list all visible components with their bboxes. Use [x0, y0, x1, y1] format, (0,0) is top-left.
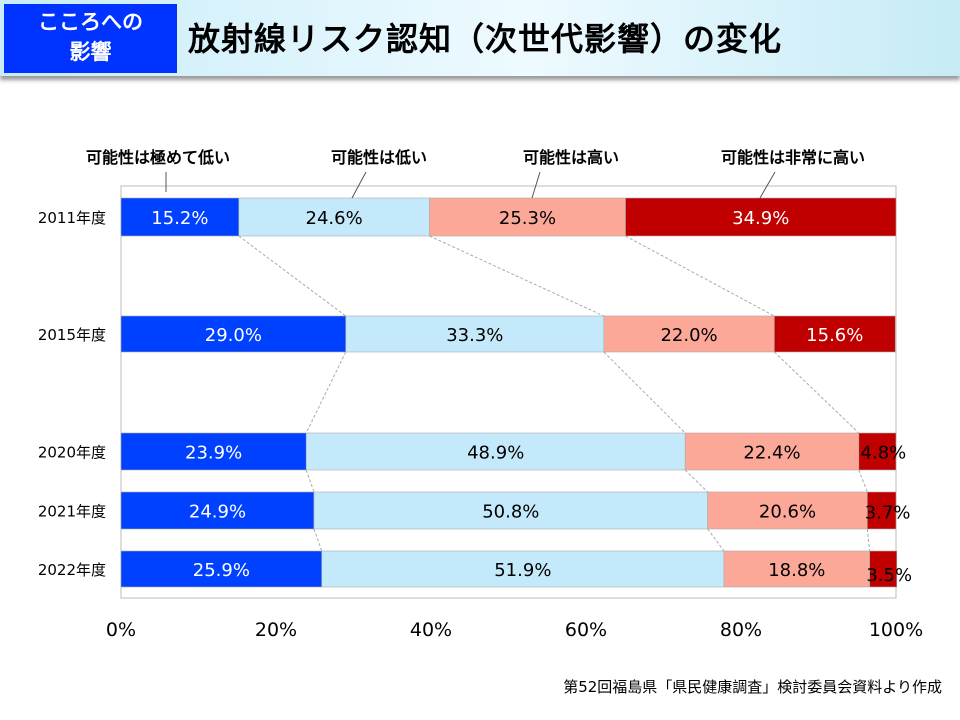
- series-connector: [625, 235, 775, 317]
- category-label: 2021年度: [38, 503, 106, 521]
- data-label: 24.6%: [306, 208, 363, 229]
- bar-segment: [869, 550, 898, 588]
- series-connector: [866, 528, 871, 552]
- category-label: 2022年度: [38, 561, 106, 579]
- data-label: 24.9%: [189, 502, 246, 523]
- data-label: 22.4%: [743, 443, 800, 464]
- bar-segment: [120, 550, 323, 588]
- data-label: 48.9%: [467, 443, 524, 464]
- bar-segment: [625, 197, 897, 237]
- series-connector: [429, 235, 605, 317]
- x-tick-label: 80%: [720, 619, 762, 641]
- bar-segment: [867, 491, 897, 530]
- bar-segment: [305, 432, 686, 471]
- category-label: 2020年度: [38, 444, 106, 462]
- data-label: 50.8%: [482, 502, 539, 523]
- badge-line-2: 影響: [69, 40, 112, 64]
- series-connector: [305, 469, 315, 493]
- page-title: 放射線リスク認知（次世代影響）の変化: [188, 20, 783, 58]
- series-connector: [313, 528, 323, 552]
- bar-segment: [120, 432, 307, 471]
- legend-label: 可能性は高い: [523, 148, 619, 167]
- bar-segment: [723, 550, 870, 588]
- data-label: 22.0%: [660, 325, 717, 346]
- x-tick-label: 100%: [869, 619, 923, 641]
- series-connector: [707, 528, 725, 552]
- data-label: 15.6%: [806, 325, 863, 346]
- data-label: 3.5%: [866, 565, 912, 586]
- data-label: 33.3%: [446, 325, 503, 346]
- data-label: 20.6%: [759, 502, 816, 523]
- legend-label: 可能性は非常に高い: [721, 148, 865, 167]
- bar-segment: [774, 315, 896, 353]
- data-label: 4.8%: [861, 443, 907, 464]
- bar-segment: [603, 315, 775, 353]
- legend-label: 可能性は低い: [331, 148, 427, 167]
- bar-segment: [120, 315, 347, 353]
- data-label: 3.7%: [865, 503, 911, 524]
- data-label: 51.9%: [494, 560, 551, 581]
- category-label: 2015年度: [38, 326, 106, 344]
- legend-leader-line: [759, 171, 776, 199]
- series-connector: [603, 351, 686, 434]
- bar-segment: [345, 315, 605, 353]
- series-connector: [684, 469, 709, 493]
- plot-area: [120, 185, 897, 599]
- legend-label: 可能性は極めて低い: [86, 148, 230, 167]
- series-connector: [305, 351, 347, 434]
- category-label: 2011年度: [38, 209, 106, 227]
- x-tick-label: 0%: [106, 619, 136, 641]
- x-tick-label: 20%: [255, 619, 297, 641]
- series-connector: [858, 469, 868, 493]
- bar-segment: [429, 197, 626, 237]
- bar-segment: [707, 491, 868, 530]
- section-badge: こころへの 影響: [4, 4, 177, 73]
- data-label: 15.2%: [151, 208, 208, 229]
- bar-segment: [858, 432, 897, 471]
- source-note: 第52回福島県「県民健康調査」検討委員会資料より作成: [563, 678, 942, 696]
- data-label: 34.9%: [732, 208, 789, 229]
- data-label: 25.9%: [193, 560, 250, 581]
- bar-segment: [684, 432, 860, 471]
- bar-segment: [321, 550, 725, 588]
- data-label: 25.3%: [499, 208, 556, 229]
- bar-segment: [120, 491, 315, 530]
- x-tick-label: 60%: [565, 619, 607, 641]
- data-label: 29.0%: [205, 325, 262, 346]
- legend-leader-line: [531, 171, 541, 199]
- data-label: 18.8%: [768, 560, 825, 581]
- series-connector: [773, 351, 860, 434]
- bar-segment: [120, 197, 240, 237]
- data-label: 23.9%: [185, 443, 242, 464]
- x-tick-label: 40%: [410, 619, 452, 641]
- series-connector: [238, 235, 347, 317]
- bar-segment: [313, 491, 708, 530]
- header-banner: こころへの 影響 放射線リスク認知（次世代影響）の変化: [0, 0, 960, 76]
- badge-line-1: こころへの: [38, 10, 143, 34]
- legend-leader-line: [351, 171, 367, 199]
